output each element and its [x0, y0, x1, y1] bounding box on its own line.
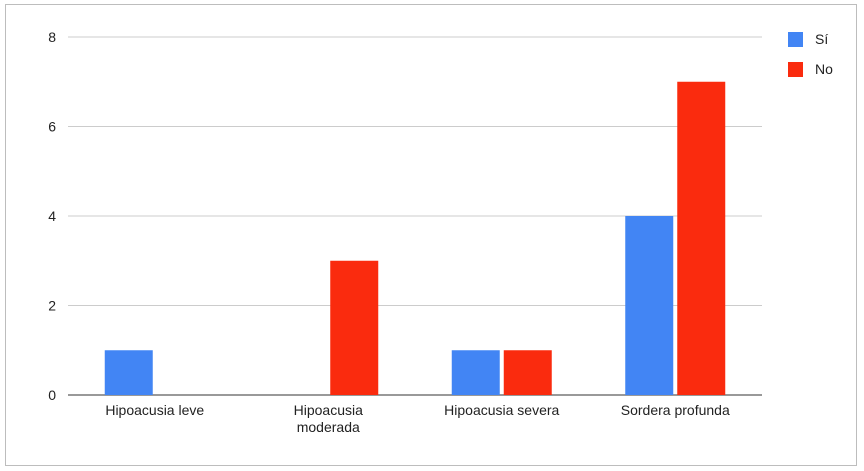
y-tick-label: 0 [48, 387, 56, 403]
bar-s-2 [451, 350, 500, 395]
y-axis-ticks: 0 2 4 6 8 [48, 29, 56, 403]
x-axis-labels: Hipoacusia leve Hipoacusia moderada Hipoacu… [105, 402, 730, 435]
y-tick-label: 8 [48, 29, 56, 45]
legend-label: Sí [815, 31, 828, 47]
legend-label: No [815, 61, 833, 77]
y-tick-label: 4 [48, 208, 56, 224]
category-label: Hipoacusia leve [105, 402, 204, 418]
bar-no-1 [330, 260, 379, 395]
y-tick-label: 6 [48, 119, 56, 135]
legend: Sí No [788, 31, 833, 77]
category-label: Sordera profunda [621, 402, 730, 418]
bar-s-3 [625, 216, 674, 395]
bars [104, 81, 726, 395]
legend-swatch [788, 32, 803, 47]
category-label: Hipoacusia moderada [294, 402, 363, 435]
bar-s-0 [104, 350, 153, 395]
bar-no-2 [503, 350, 552, 395]
category-label: Hipoacusia severa [444, 402, 559, 418]
bar-no-3 [677, 81, 726, 395]
legend-swatch [788, 62, 803, 77]
y-tick-label: 2 [48, 298, 56, 314]
